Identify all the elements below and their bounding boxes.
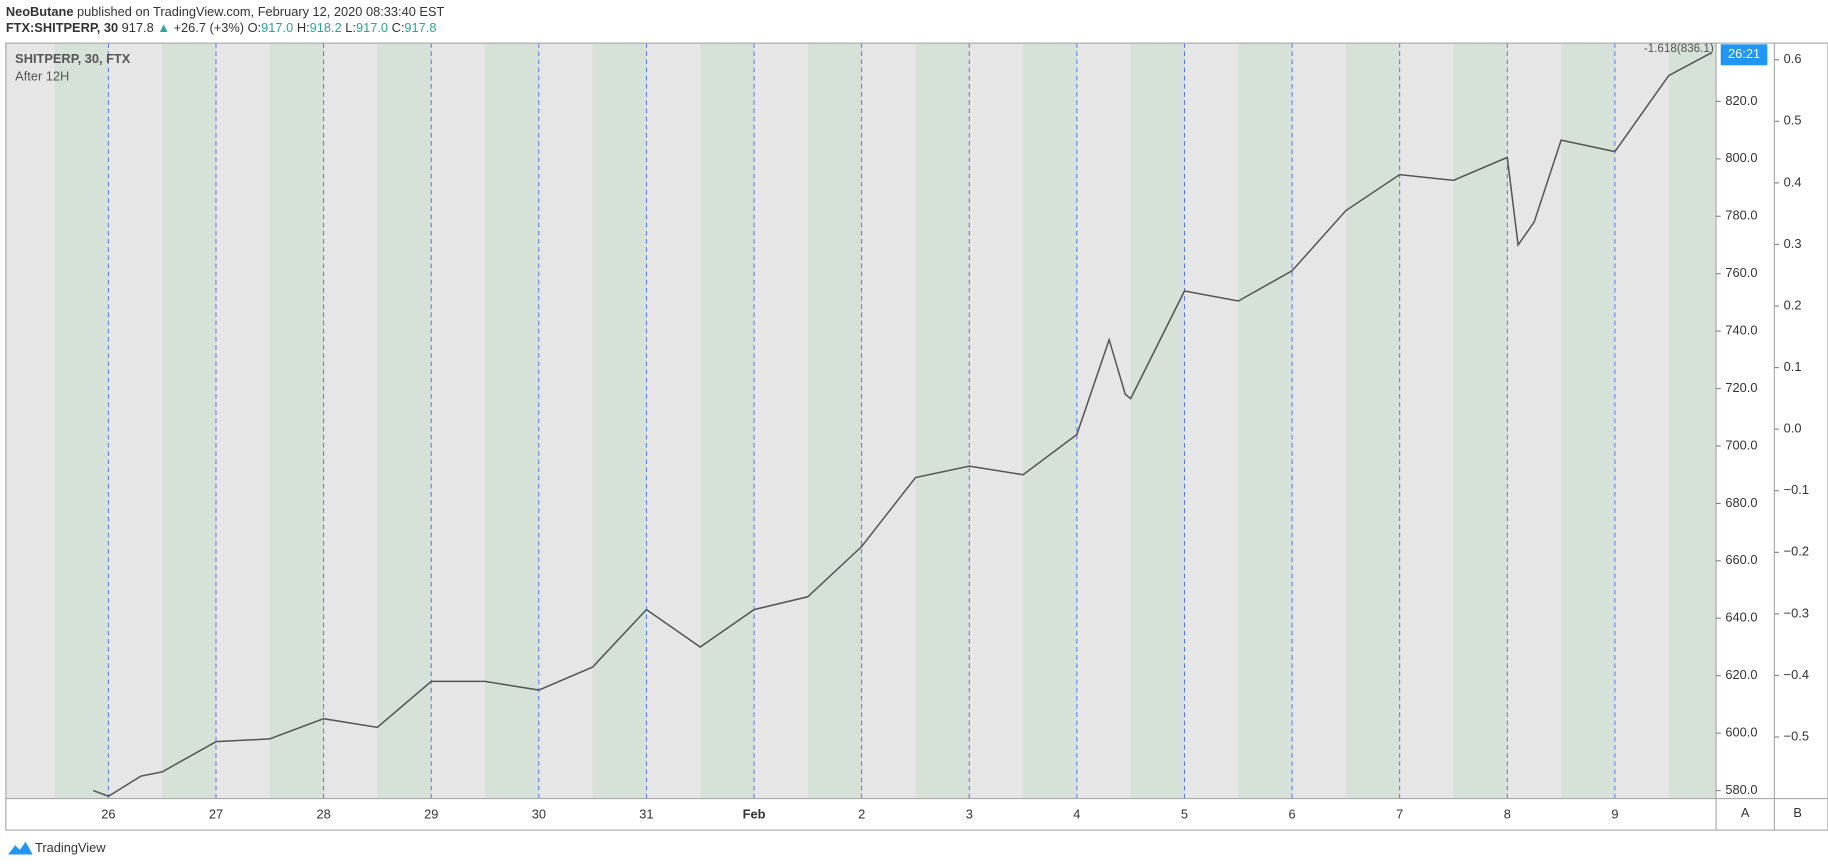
x-tick-label: Feb bbox=[743, 806, 766, 821]
session-band bbox=[1453, 43, 1508, 799]
x-tick-label: 27 bbox=[209, 806, 223, 821]
author: NeoButane bbox=[6, 4, 74, 19]
y2-tick-label: 0.6 bbox=[1784, 51, 1802, 66]
c-label: C: bbox=[392, 21, 405, 36]
x-tick-label: 8 bbox=[1504, 806, 1511, 821]
y2-tick-label: −0.3 bbox=[1784, 605, 1809, 620]
session-band bbox=[1345, 43, 1400, 799]
y-tick-label: 760.0 bbox=[1725, 265, 1757, 280]
y-tick-label: 580.0 bbox=[1725, 782, 1757, 797]
l-label: L: bbox=[345, 21, 356, 36]
y-tick-label: 620.0 bbox=[1725, 667, 1757, 682]
x-tick-label: 30 bbox=[532, 806, 546, 821]
published: published on TradingView.com, February 1… bbox=[73, 4, 444, 19]
arrow: ▲ bbox=[157, 21, 170, 36]
session-band bbox=[915, 43, 970, 799]
x-tick-label: 29 bbox=[424, 806, 438, 821]
session-band bbox=[807, 43, 862, 799]
y-tick-label: 680.0 bbox=[1725, 495, 1757, 510]
y2-tick-label: −0.4 bbox=[1784, 667, 1809, 682]
footer-logo bbox=[8, 841, 33, 855]
session-band bbox=[377, 43, 432, 799]
session-band bbox=[700, 43, 755, 799]
y2-tick-label: 0.0 bbox=[1784, 421, 1802, 436]
session-band bbox=[1668, 43, 1717, 799]
x-tick-label: 9 bbox=[1611, 806, 1618, 821]
price-line bbox=[93, 51, 1713, 798]
x-tick-label: 26 bbox=[101, 806, 115, 821]
y-tick-label: 800.0 bbox=[1725, 150, 1757, 165]
legend-indicator: After 12H bbox=[15, 68, 69, 83]
annotation: -1.618(836.1) bbox=[1644, 42, 1714, 55]
y-tick-label: 780.0 bbox=[1725, 208, 1757, 223]
x-tick-label: 4 bbox=[1073, 806, 1080, 821]
y-tick-label: 700.0 bbox=[1725, 437, 1757, 452]
h-label: H: bbox=[297, 21, 310, 36]
x-tick-label: 28 bbox=[316, 806, 330, 821]
symbol: FTX:SHITPERP, 30 bbox=[6, 21, 118, 36]
session-band bbox=[1023, 43, 1077, 799]
footer: TradingView bbox=[35, 840, 106, 855]
x-tick-label: 31 bbox=[639, 806, 653, 821]
countdown-box bbox=[1720, 44, 1768, 66]
scale-button[interactable]: B bbox=[1793, 805, 1802, 820]
session-band bbox=[54, 43, 109, 799]
last: 917.8 bbox=[122, 21, 154, 36]
y-tick-label: 640.0 bbox=[1725, 610, 1757, 625]
header-line1: NeoButane published on TradingView.com, … bbox=[6, 4, 445, 19]
scale-button[interactable]: A bbox=[1741, 805, 1750, 820]
session-band bbox=[1130, 43, 1185, 799]
plot-area bbox=[5, 43, 1717, 799]
y2-tick-label: 0.2 bbox=[1784, 297, 1802, 312]
change: +26.7 (+3%) bbox=[174, 21, 245, 36]
y2-tick-label: 0.1 bbox=[1784, 359, 1802, 374]
y2-tick-label: −0.1 bbox=[1784, 482, 1809, 497]
x-tick-label: 5 bbox=[1181, 806, 1188, 821]
x-tick-label: 6 bbox=[1289, 806, 1296, 821]
y-tick-label: 600.0 bbox=[1725, 724, 1757, 739]
session-band bbox=[269, 43, 324, 799]
y2-tick-label: −0.5 bbox=[1784, 728, 1809, 743]
low: 917.0 bbox=[356, 21, 388, 36]
close: 917.8 bbox=[404, 21, 436, 36]
high: 918.2 bbox=[310, 21, 342, 36]
y2-tick-label: 0.3 bbox=[1784, 236, 1802, 251]
o-label: O: bbox=[248, 21, 262, 36]
session-band bbox=[162, 43, 217, 799]
x-tick-label: 2 bbox=[858, 806, 865, 821]
session-band bbox=[485, 43, 539, 799]
header-line2: FTX:SHITPERP, 30 917.8 ▲ +26.7 (+3%) O:9… bbox=[6, 21, 437, 36]
open: 917.0 bbox=[261, 21, 293, 36]
session-band bbox=[592, 43, 647, 799]
legend-series: SHITPERP, 30, FTX bbox=[15, 51, 131, 66]
y-tick-label: 740.0 bbox=[1725, 323, 1757, 338]
y-tick-label: 820.0 bbox=[1725, 93, 1757, 108]
session-band bbox=[1561, 43, 1615, 799]
y-tick-label: 720.0 bbox=[1725, 380, 1757, 395]
y2-tick-label: 0.4 bbox=[1784, 174, 1802, 189]
y2-tick-label: −0.2 bbox=[1784, 544, 1809, 559]
y2-tick-label: 0.5 bbox=[1784, 113, 1802, 128]
countdown: 26:21 bbox=[1728, 46, 1760, 61]
y-tick-label: 660.0 bbox=[1725, 552, 1757, 567]
x-tick-label: 3 bbox=[966, 806, 973, 821]
x-tick-label: 7 bbox=[1396, 806, 1403, 821]
session-band bbox=[1238, 43, 1293, 799]
